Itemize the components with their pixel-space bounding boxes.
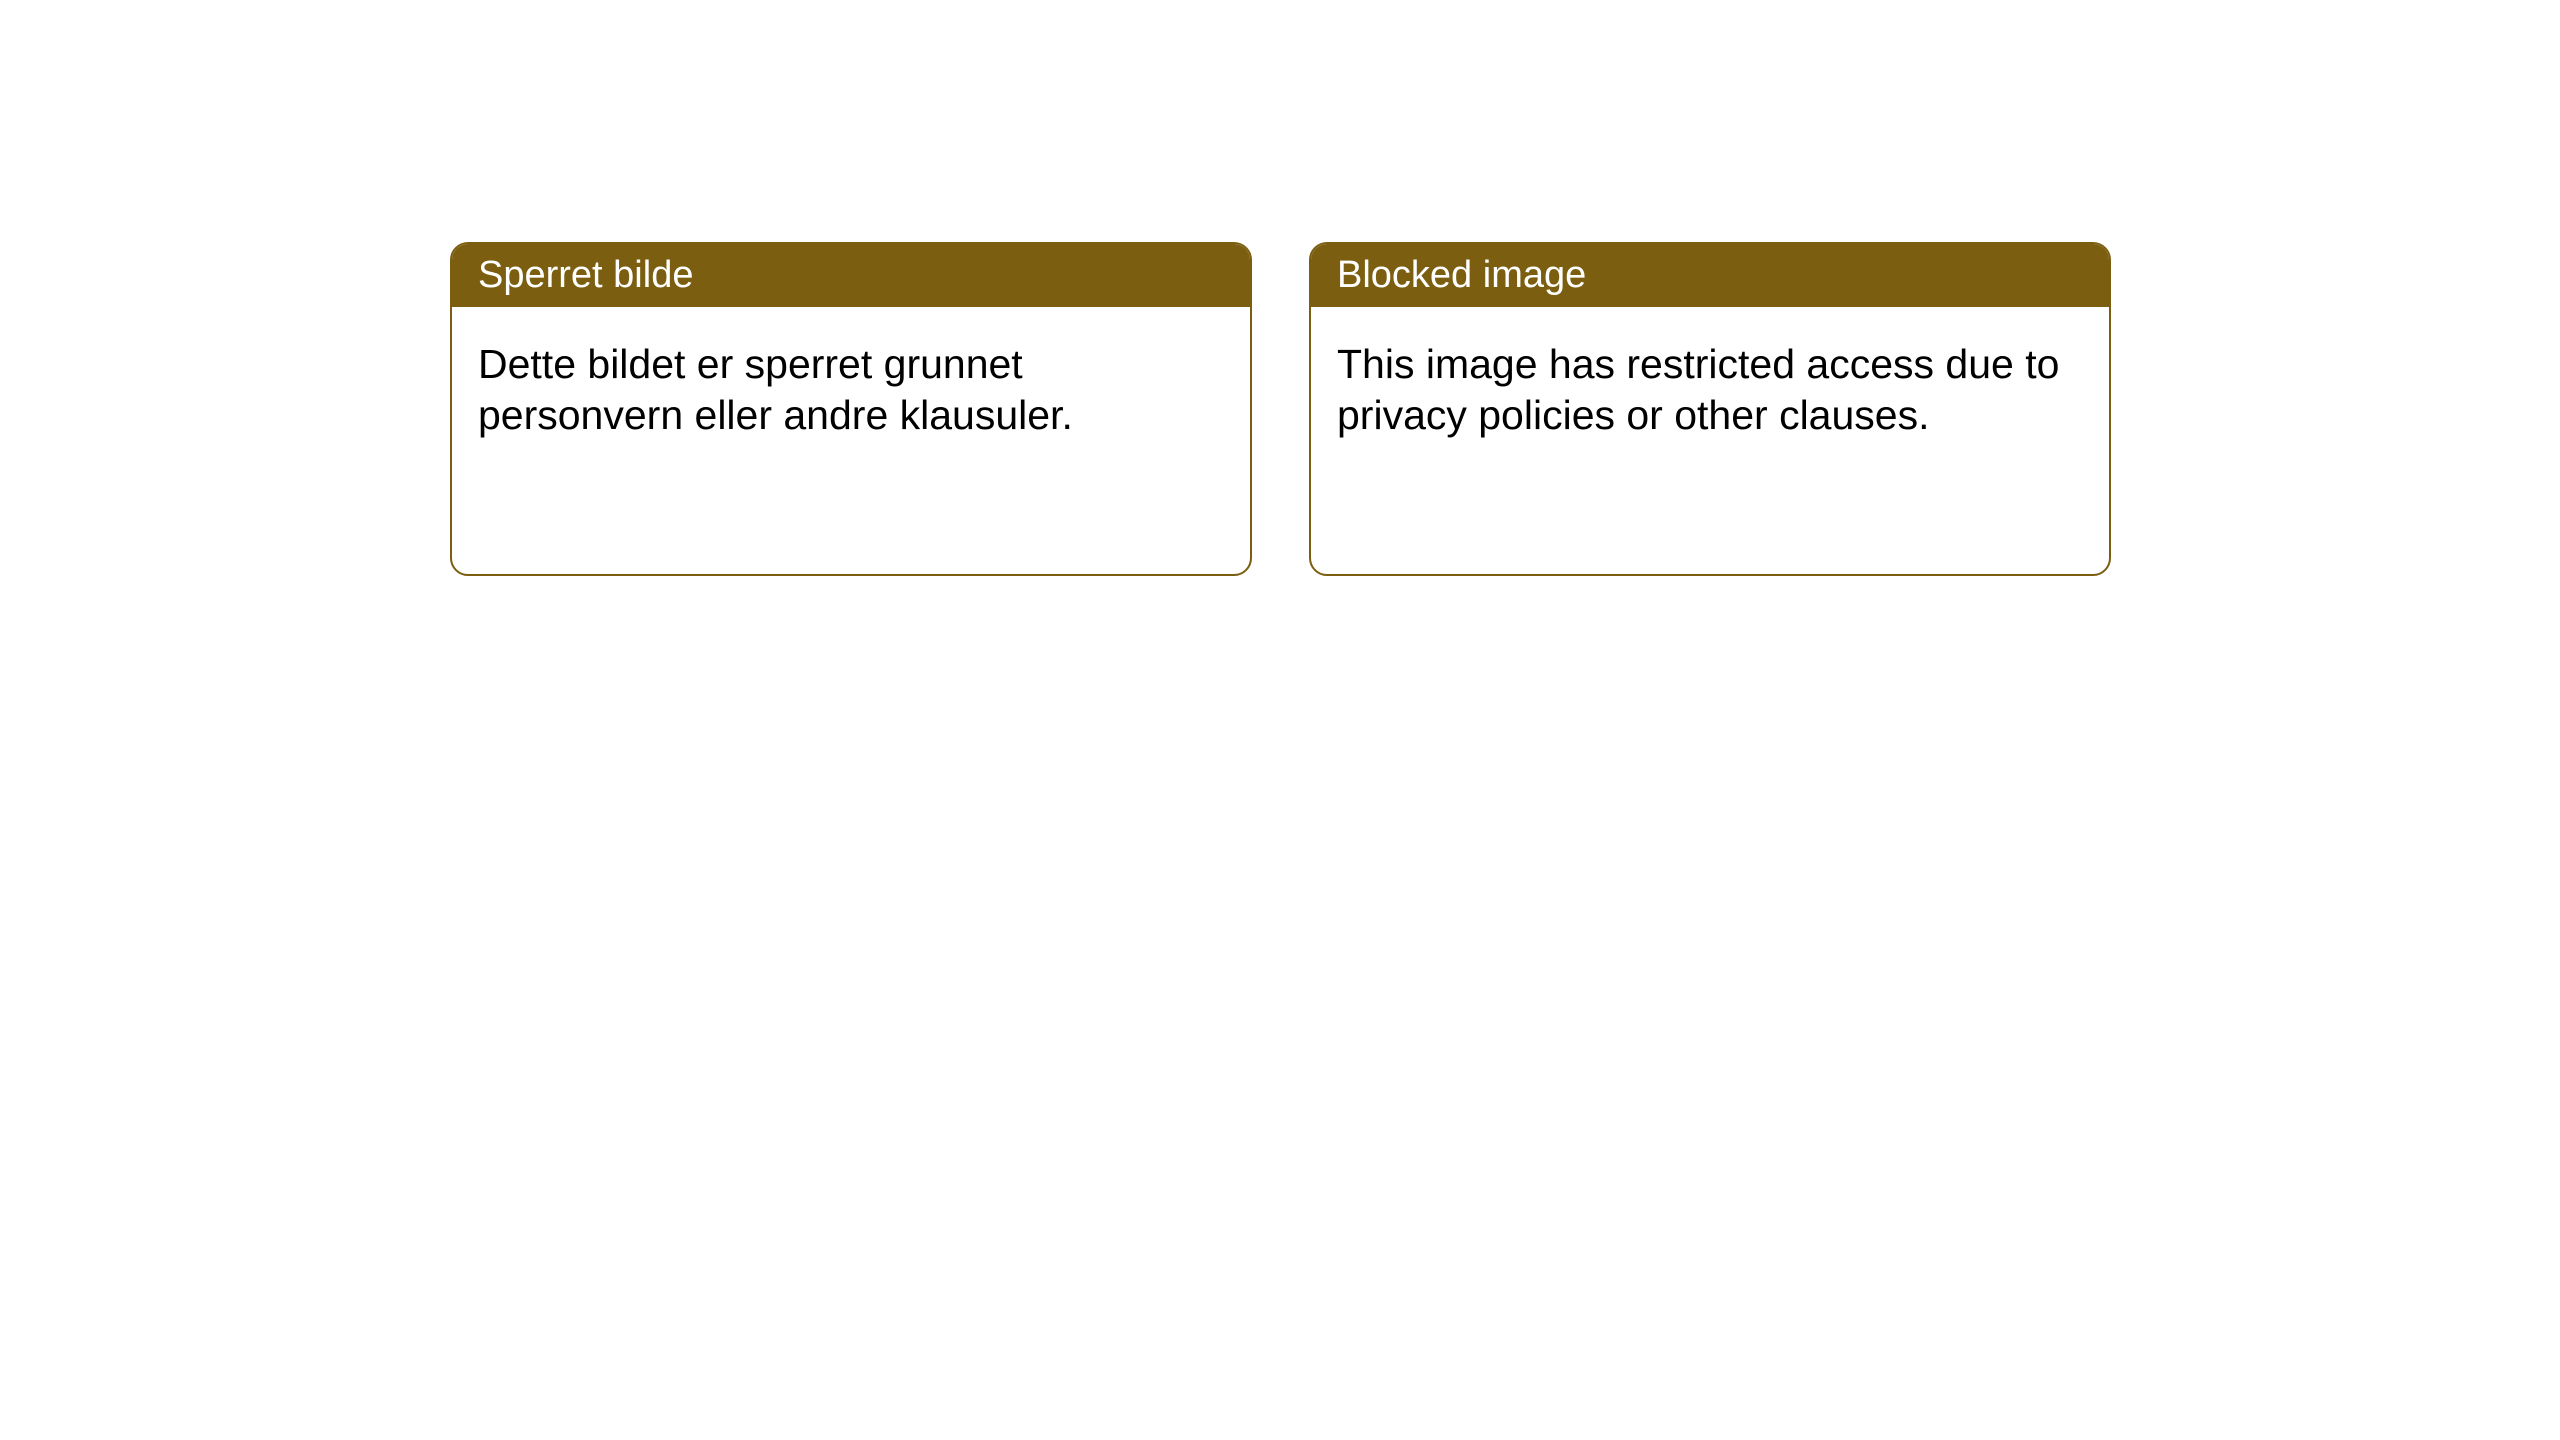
notice-card-english: Blocked image This image has restricted … [1309, 242, 2111, 576]
card-body: This image has restricted access due to … [1311, 307, 2109, 474]
card-header: Sperret bilde [452, 244, 1250, 307]
notice-card-norwegian: Sperret bilde Dette bildet er sperret gr… [450, 242, 1252, 576]
card-title: Sperret bilde [478, 254, 693, 296]
card-title: Blocked image [1337, 254, 1586, 296]
card-header: Blocked image [1311, 244, 2109, 307]
card-body: Dette bildet er sperret grunnet personve… [452, 307, 1250, 474]
card-body-text: Dette bildet er sperret grunnet personve… [478, 341, 1073, 438]
card-body-text: This image has restricted access due to … [1337, 341, 2059, 438]
notice-cards-container: Sperret bilde Dette bildet er sperret gr… [0, 0, 2560, 576]
